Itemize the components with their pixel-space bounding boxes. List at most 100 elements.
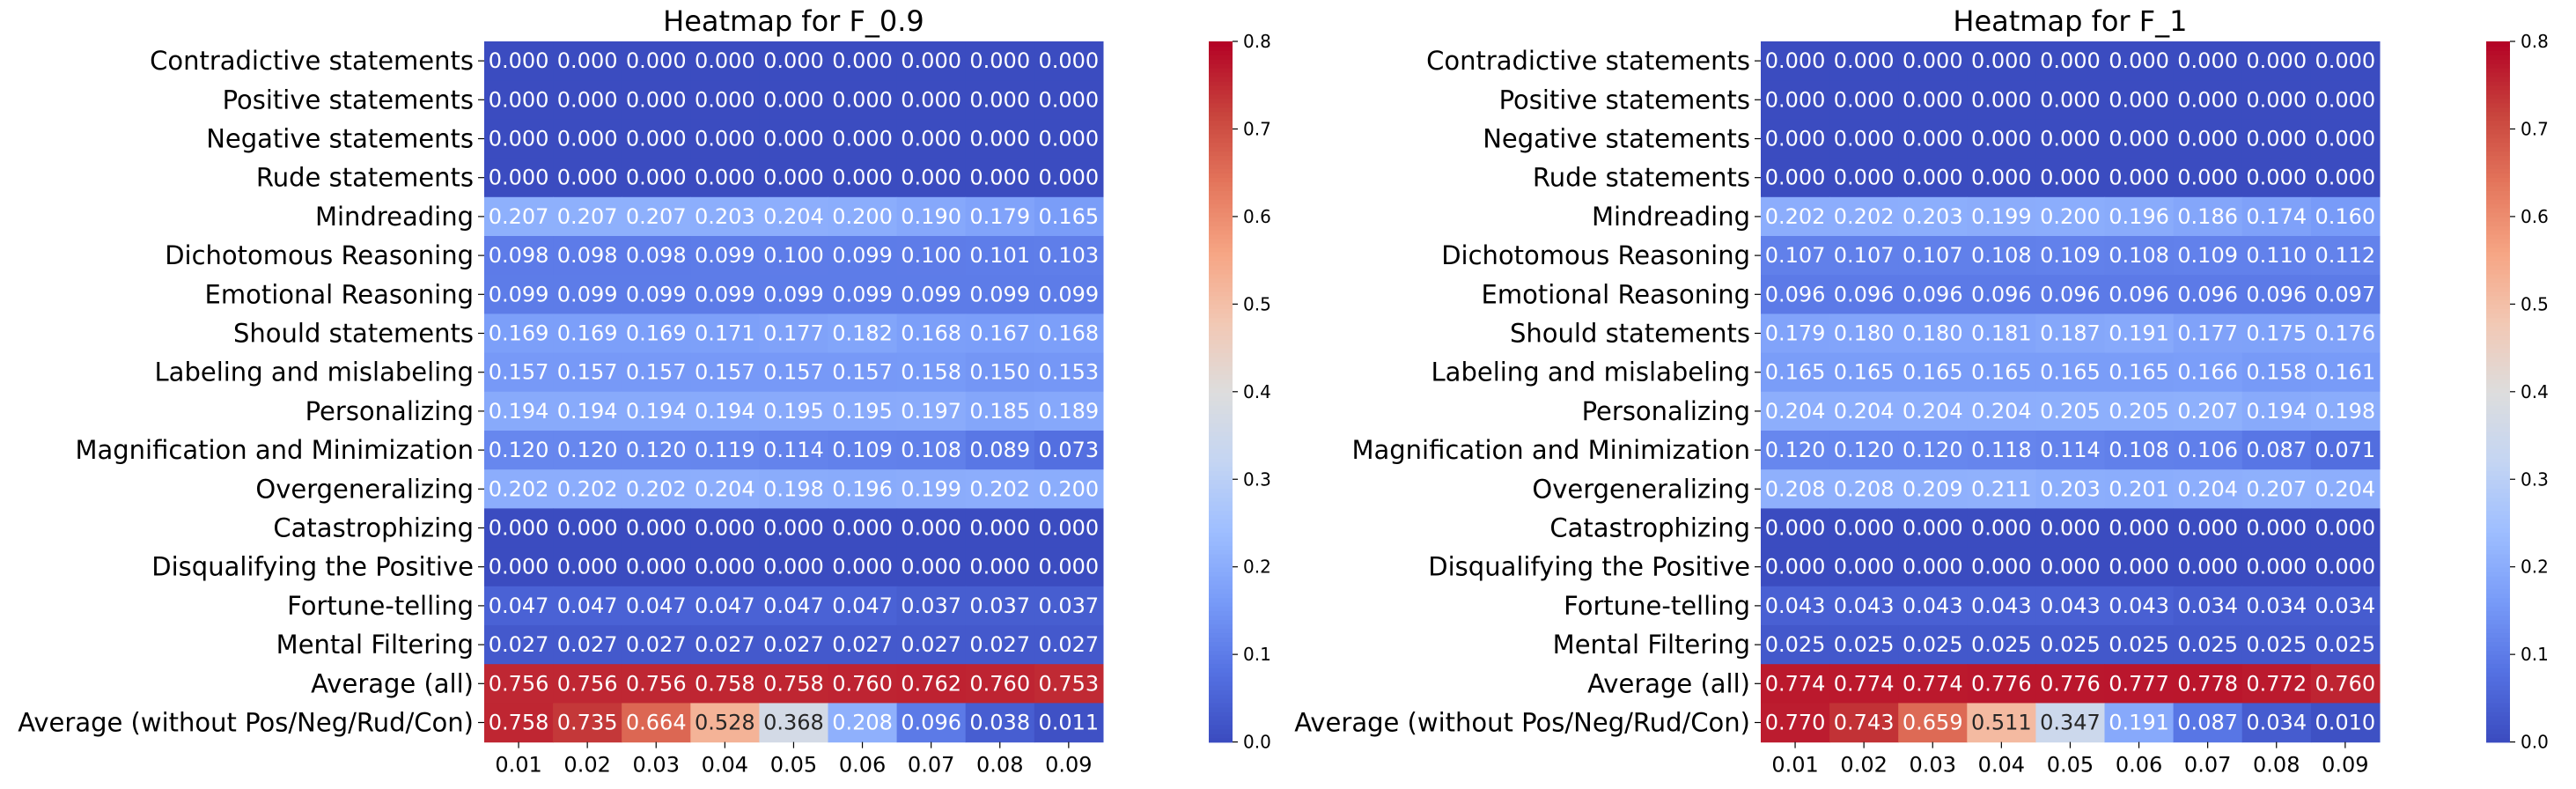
- heatmap-cell: [1829, 703, 1899, 743]
- heatmap-cell: [1829, 469, 1899, 509]
- cell-value-label: 0.161: [2315, 360, 2375, 385]
- cell-value-label: 0.025: [2040, 632, 2101, 657]
- cell-value-label: 0.000: [2177, 555, 2238, 579]
- heatmap-cell: [965, 158, 1035, 198]
- cell-value-label: 0.201: [2109, 476, 2169, 501]
- heatmap-cell: [2241, 80, 2312, 120]
- cell-value-label: 0.101: [969, 243, 1030, 268]
- heatmap-cell: [1829, 158, 1899, 198]
- cell-value-label: 0.109: [832, 438, 893, 462]
- colorbar-segment: [2486, 207, 2510, 213]
- colorbar-segment: [2486, 422, 2510, 428]
- heatmap-cell: [1034, 352, 1104, 393]
- cell-value-label: 0.108: [2109, 243, 2169, 268]
- heatmap-cell: [1761, 158, 1830, 198]
- colorbar-segment: [1209, 439, 1233, 446]
- colorbar-segment: [1209, 435, 1233, 441]
- heatmap-cell: [2310, 469, 2381, 509]
- cell-value-label: 0.207: [557, 204, 618, 229]
- heatmap-cell: [1829, 41, 1899, 81]
- cell-value-label: 0.197: [901, 399, 961, 424]
- heatmap-cell: [553, 508, 622, 549]
- cell-value-label: 0.047: [626, 594, 687, 618]
- heatmap-cell: [759, 508, 829, 549]
- heatmap-cell: [2241, 391, 2312, 431]
- heatmap-cell: [1034, 41, 1104, 81]
- heatmap-cell: [1898, 196, 1968, 237]
- row-label: Mindreading: [1592, 202, 1750, 232]
- colorbar-segment: [2486, 142, 2510, 148]
- colorbar-segment: [2486, 522, 2510, 528]
- heatmap-cell: [2310, 313, 2381, 354]
- colorbar-segment: [1209, 111, 1233, 117]
- heatmap-cell: [622, 508, 691, 549]
- cell-value-label: 0.043: [2040, 594, 2101, 618]
- heatmap-cell: [622, 352, 691, 393]
- colorbar-segment: [1209, 115, 1233, 122]
- cell-value-label: 0.760: [2315, 671, 2375, 696]
- heatmap-cell: [2173, 313, 2243, 354]
- heatmap-cell: [896, 41, 967, 81]
- heatmap-cell: [2310, 196, 2381, 237]
- column-label: 0.09: [1045, 753, 1092, 778]
- cell-value-label: 0.180: [1834, 321, 1895, 346]
- colorbar-tick-label: 0.1: [2521, 644, 2549, 665]
- colorbar-segment: [1209, 461, 1233, 468]
- heatmap-cell: [828, 196, 898, 237]
- colorbar-segment: [1209, 601, 1233, 608]
- cell-value-label: 0.108: [901, 438, 961, 462]
- column-label: 0.03: [633, 753, 680, 778]
- cell-value-label: 0.198: [2315, 399, 2375, 424]
- colorbar-segment: [2486, 549, 2510, 555]
- colorbar-segment: [1209, 352, 1233, 358]
- column-label: 0.09: [2322, 753, 2368, 778]
- colorbar-segment: [1209, 378, 1233, 384]
- colorbar-segment: [1209, 479, 1233, 485]
- cell-value-label: 0.000: [2109, 516, 2169, 541]
- colorbar-segment: [2486, 164, 2510, 170]
- colorbar-segment: [2486, 242, 2510, 248]
- heatmap-cell: [484, 508, 554, 549]
- row-label: Catastrophizing: [1549, 513, 1750, 543]
- column-label: 0.01: [1771, 753, 1818, 778]
- colorbar-segment: [2486, 199, 2510, 204]
- cell-value-label: 0.000: [489, 48, 549, 73]
- colorbar-segment: [1209, 229, 1233, 235]
- cell-value-label: 0.000: [2109, 48, 2169, 73]
- heatmap-cell: [2173, 547, 2243, 587]
- cell-value-label: 0.194: [626, 399, 687, 424]
- heatmap-cell: [896, 391, 967, 431]
- cell-value-label: 0.099: [557, 282, 618, 306]
- heatmap-cell: [965, 625, 1035, 665]
- cell-value-label: 0.000: [1971, 166, 2032, 190]
- colorbar-segment: [1209, 63, 1233, 69]
- cell-value-label: 0.100: [901, 243, 961, 268]
- cell-value-label: 0.204: [763, 204, 824, 229]
- colorbar-segment: [1209, 597, 1233, 603]
- cell-value-label: 0.187: [2040, 321, 2101, 346]
- cell-value-label: 0.000: [1765, 555, 1826, 579]
- row-label: Catastrophizing: [273, 513, 474, 543]
- heatmap-cell: [965, 236, 1035, 276]
- heatmap-cell: [2104, 703, 2175, 743]
- heatmap-cell: [896, 80, 967, 120]
- cell-value-label: 0.200: [832, 204, 893, 229]
- cell-value-label: 0.659: [1903, 711, 1963, 735]
- cell-value-label: 0.203: [2040, 476, 2101, 501]
- heatmap-cell: [828, 119, 898, 159]
- heatmap-cell: [2310, 508, 2381, 549]
- cell-value-label: 0.774: [1834, 671, 1895, 696]
- heatmap-cell: [553, 236, 622, 276]
- colorbar-segment: [1209, 98, 1233, 104]
- cell-value-label: 0.096: [1834, 282, 1895, 306]
- heatmap-cell: [690, 625, 760, 665]
- colorbar-segment: [1209, 291, 1233, 297]
- colorbar-segment: [1209, 260, 1233, 266]
- heatmap-cell: [759, 586, 829, 626]
- colorbar-segment: [1209, 391, 1233, 397]
- heatmap-cell: [2035, 625, 2106, 665]
- cell-value-label: 0.202: [1834, 204, 1895, 229]
- cell-value-label: 0.000: [1765, 166, 1826, 190]
- cell-value-label: 0.043: [1834, 594, 1895, 618]
- heatmap-cell: [1829, 431, 1899, 470]
